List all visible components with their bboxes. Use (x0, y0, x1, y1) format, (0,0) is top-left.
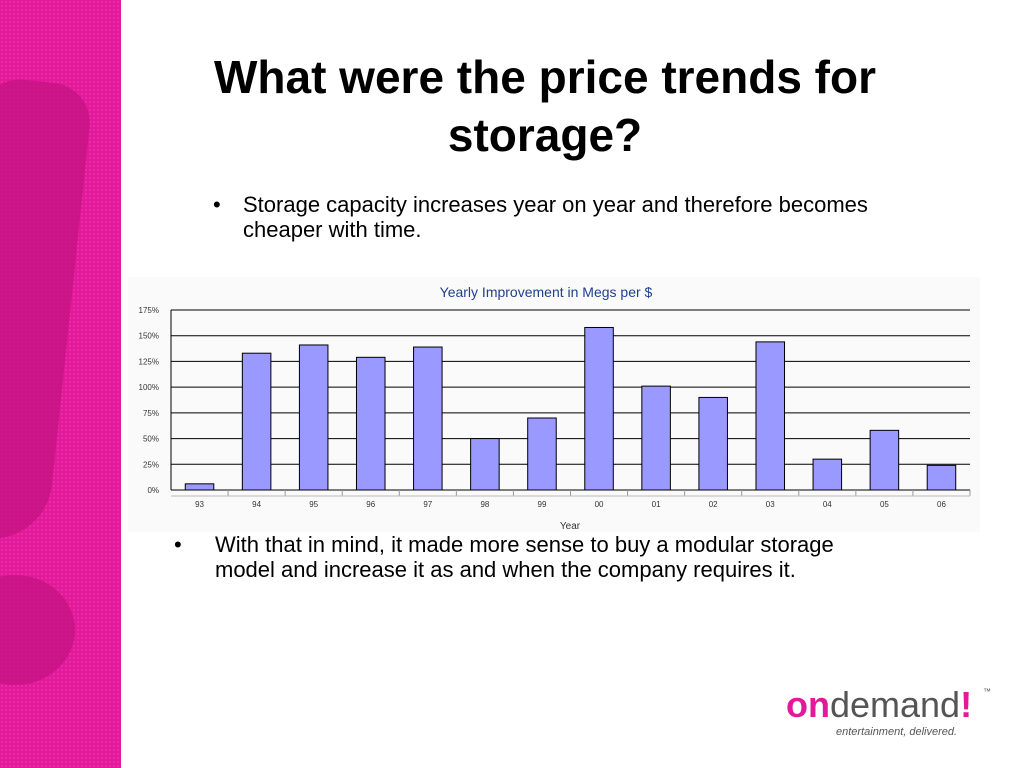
bar-93 (184, 483, 215, 491)
bar-04 (812, 458, 843, 491)
x-tick-label: 05 (880, 500, 889, 509)
logo-wordmark: ondemand! (786, 685, 972, 725)
y-tick-label: 175% (139, 306, 159, 315)
y-tick-label: 0% (147, 486, 159, 495)
logo-trademark: ™ (983, 687, 991, 696)
bar-95 (298, 344, 329, 491)
y-tick-label: 50% (143, 435, 159, 444)
x-tick-label: 02 (709, 500, 718, 509)
y-tick-label: 150% (139, 332, 159, 341)
logo-bang: ! (960, 684, 973, 725)
bullet-2-text: With that in mind, it made more sense to… (215, 532, 834, 582)
bar-02 (698, 396, 728, 491)
bar-06 (926, 464, 957, 491)
y-tick-label: 100% (139, 383, 159, 392)
bullet-1-text: Storage capacity increases year on year … (243, 192, 868, 242)
x-axis-label: Year (560, 521, 581, 532)
y-tick-label: 75% (143, 409, 159, 418)
logo-demand: demand (829, 684, 961, 725)
bar-99 (527, 417, 557, 491)
x-tick-label: 03 (766, 500, 775, 509)
x-tick-label: 04 (823, 500, 832, 509)
bar-00 (584, 326, 614, 491)
x-tick-label: 96 (366, 500, 375, 509)
bar-97 (413, 346, 443, 491)
x-tick-label: 06 (937, 500, 946, 509)
x-tick-label: 97 (423, 500, 432, 509)
x-tick-label: 95 (309, 500, 318, 509)
bullet-dot: • (174, 532, 182, 557)
x-tick-label: 99 (538, 500, 547, 509)
bar-05 (869, 429, 900, 491)
bullet-dot: • (213, 192, 221, 217)
x-tick-label: 01 (652, 500, 661, 509)
x-tick-label: 94 (252, 500, 261, 509)
y-tick-label: 25% (143, 460, 159, 469)
bar-94 (241, 352, 272, 491)
bar-98 (470, 438, 500, 491)
left-decorative-bar (0, 0, 121, 768)
logo-on: on (786, 684, 830, 725)
x-tick-label: 93 (195, 500, 204, 509)
ondemand-logo: ondemand! ™ entertainment, delivered. (786, 685, 996, 745)
bar-01 (641, 385, 671, 491)
logo-tagline: entertainment, delivered. (836, 726, 958, 738)
chart-title: Yearly Improvement in Megs per $ (440, 284, 653, 300)
y-tick-label: 125% (139, 357, 159, 366)
bar-chart: Yearly Improvement in Megs per $ 0% 25% 50%… (128, 277, 980, 532)
bar-03 (755, 341, 786, 491)
bar-96 (355, 356, 386, 491)
x-tick-label: 98 (480, 500, 489, 509)
slide-title: What were the price trends for storage? (213, 51, 876, 161)
x-tick-label: 00 (595, 500, 604, 509)
